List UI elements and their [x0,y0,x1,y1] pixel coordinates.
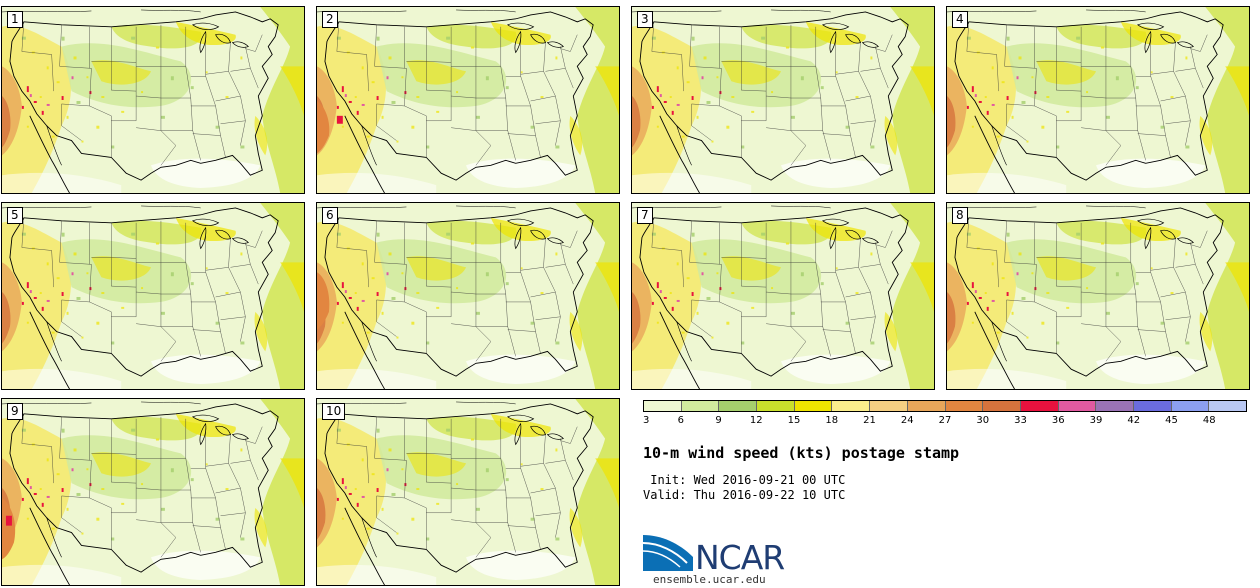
plot-title: 10-m wind speed (kts) postage stamp [643,444,960,462]
colorbar-tick-label: 42 [1127,415,1141,426]
valid-time: Valid: Thu 2016-09-22 10 UTC [643,488,846,502]
colorbar-segment [832,401,871,411]
member-label: 9 [7,403,23,420]
ncar-logo-text: NCAR [695,538,785,577]
colorbar [643,400,1247,412]
colorbar-segment [681,401,720,411]
ensemble-url: ensemble.ucar.edu [653,573,766,586]
colorbar-segment [1058,401,1097,411]
init-time: Init: Wed 2016-09-21 00 UTC [643,473,846,487]
colorbar-tick-label: 6 [677,415,684,426]
member-label: 8 [952,207,968,224]
member-map-7: 7 [631,202,935,390]
member-map-8: 8 [946,202,1250,390]
colorbar-segment [1096,401,1134,411]
colorbar-segment [983,401,1021,411]
member-label: 2 [322,11,338,28]
member-map-1: 1 [1,6,305,194]
member-map-4: 4 [946,6,1250,194]
colorbar-segment [945,401,984,411]
colorbar-tick-label: 27 [938,415,952,426]
member-label: 1 [7,11,23,28]
member-label: 7 [637,207,653,224]
colorbar-tick-label: 30 [976,415,990,426]
colorbar-segment [794,401,833,411]
member-map-6: 6 [316,202,620,390]
member-map-9: 9 [1,398,305,586]
member-map-2: 2 [316,6,620,194]
colorbar-segment [644,401,682,411]
colorbar-tick-label: 24 [900,415,914,426]
member-label: 5 [7,207,23,224]
colorbar-segment [907,401,946,411]
ncar-logo-icon [643,535,693,571]
colorbar-labels: 3 6 9 12 15 18 21 24 27 30 33 36 39 42 45 48 [643,415,1247,429]
colorbar-segment [757,401,795,411]
member-map-3: 3 [631,6,935,194]
member-label: 4 [952,11,968,28]
member-map-10: 10 [316,398,620,586]
member-label: 6 [322,207,338,224]
colorbar-tick-label: 18 [825,415,839,426]
colorbar-tick-label: 21 [863,415,876,426]
colorbar-segment [1133,401,1172,411]
colorbar-segment [870,401,908,411]
colorbar-tick-label: 9 [715,415,722,426]
colorbar-tick-label: 36 [1051,415,1065,426]
colorbar-tick-label: 12 [749,415,763,426]
colorbar-segment [1020,401,1059,411]
colorbar-segment [1171,401,1210,411]
member-map-5: 5 [1,202,305,390]
colorbar-tick-label: 15 [787,415,801,426]
member-label: 3 [637,11,653,28]
colorbar-tick-label: 45 [1165,415,1178,426]
colorbar-tick-label: 33 [1014,415,1027,426]
colorbar-tick-label: 48 [1202,415,1216,426]
colorbar-segment [719,401,758,411]
member-label: 10 [322,403,346,420]
colorbar-segment [1209,401,1246,411]
colorbar-tick-label: 3 [643,415,650,426]
colorbar-tick-label: 39 [1089,415,1103,426]
